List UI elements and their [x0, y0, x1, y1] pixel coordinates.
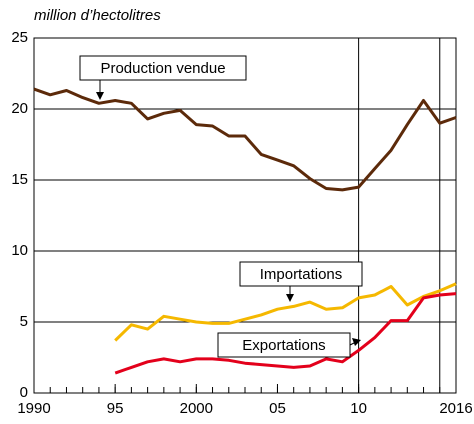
x-tick-label: 10	[350, 400, 367, 417]
series-line	[33, 87, 457, 192]
series-line	[114, 292, 457, 375]
arrow-head	[352, 338, 361, 346]
annotation: Importations	[260, 266, 343, 283]
x-tick-label: 05	[269, 400, 286, 417]
plot-frame	[33, 37, 457, 394]
y-tick-label: 25	[11, 29, 28, 46]
y-tick-label: 0	[20, 384, 28, 401]
annotation-box	[239, 261, 363, 287]
annotation-box	[217, 332, 351, 358]
arrow-head	[96, 92, 104, 100]
series-line	[114, 282, 457, 342]
y-tick-label: 10	[11, 242, 28, 259]
annotation-box	[79, 55, 247, 81]
x-tick-label: 2016	[439, 400, 472, 417]
y-tick-label: 5	[20, 313, 28, 330]
x-tick-label: 2000	[180, 400, 213, 417]
x-tick-label: 95	[107, 400, 124, 417]
arrow-head	[286, 294, 294, 302]
y-axis-label: million d’hectolitres	[34, 7, 161, 24]
y-tick-label: 20	[11, 100, 28, 117]
y-tick-label: 15	[11, 171, 28, 188]
x-tick-label: 1990	[17, 400, 50, 417]
annotations: Production vendue Importations Exportati…	[79, 55, 363, 358]
annotation: Production vendue	[100, 60, 225, 77]
annotation: Exportations	[242, 337, 325, 354]
